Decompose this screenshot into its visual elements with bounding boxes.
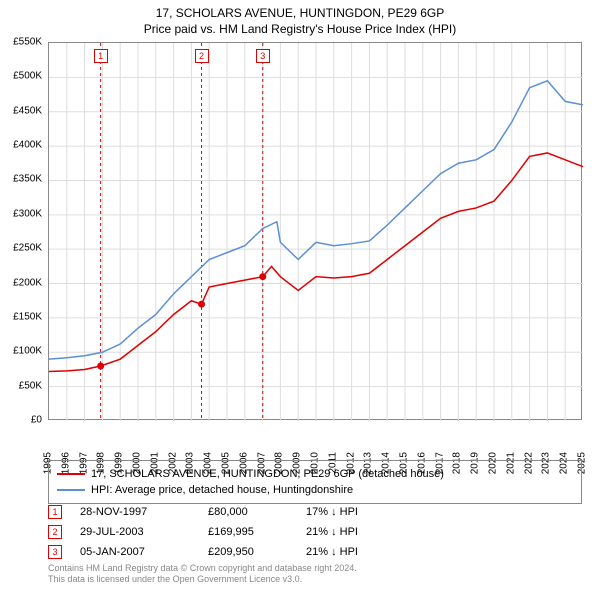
footer-attribution: Contains HM Land Registry data © Crown c… (48, 563, 582, 585)
chart-titles: 17, SCHOLARS AVENUE, HUNTINGDON, PE29 6G… (0, 0, 600, 36)
title-main: 17, SCHOLARS AVENUE, HUNTINGDON, PE29 6G… (0, 6, 600, 20)
y-tick-label: £350K (13, 174, 42, 185)
legend-label: 17, SCHOLARS AVENUE, HUNTINGDON, PE29 6G… (91, 468, 444, 480)
title-sub: Price paid vs. HM Land Registry's House … (0, 22, 600, 36)
y-tick-label: £50K (19, 380, 42, 391)
y-tick-label: £450K (13, 105, 42, 116)
x-axis-labels: 1995199619971998199920002001200220032004… (48, 420, 582, 460)
legend-label: HPI: Average price, detached house, Hunt… (91, 484, 353, 496)
legend-swatch (57, 473, 85, 475)
event-marker: 3 (48, 545, 62, 559)
event-marker: 1 (48, 505, 62, 519)
event-marker-box: 1 (94, 49, 108, 63)
footer-line: This data is licensed under the Open Gov… (48, 574, 582, 585)
legend-row: 17, SCHOLARS AVENUE, HUNTINGDON, PE29 6G… (57, 466, 573, 482)
chart-plot-area: 1 2 3 (48, 42, 582, 420)
event-diff: 17% ↓ HPI (306, 506, 406, 518)
event-date: 28-NOV-1997 (80, 506, 190, 518)
event-price: £209,950 (208, 546, 288, 558)
event-marker: 2 (48, 525, 62, 539)
y-tick-label: £400K (13, 140, 42, 151)
y-tick-label: £550K (13, 37, 42, 48)
event-price: £80,000 (208, 506, 288, 518)
footer-line: Contains HM Land Registry data © Crown c… (48, 563, 582, 574)
chart-svg (49, 43, 581, 419)
legend-box: 17, SCHOLARS AVENUE, HUNTINGDON, PE29 6G… (48, 460, 582, 504)
event-date: 29-JUL-2003 (80, 526, 190, 538)
event-row: 3 05-JAN-2007 £209,950 21% ↓ HPI (48, 542, 582, 562)
y-axis-labels: £0£50K£100K£150K£200K£250K£300K£350K£400… (0, 42, 46, 420)
event-diff: 21% ↓ HPI (306, 546, 406, 558)
event-marker-box: 3 (256, 49, 270, 63)
y-tick-label: £500K (13, 71, 42, 82)
event-row: 2 29-JUL-2003 £169,995 21% ↓ HPI (48, 522, 582, 542)
y-tick-label: £200K (13, 277, 42, 288)
y-tick-label: £0 (31, 415, 42, 426)
legend-row: HPI: Average price, detached house, Hunt… (57, 482, 573, 498)
event-date: 05-JAN-2007 (80, 546, 190, 558)
y-tick-label: £250K (13, 243, 42, 254)
y-tick-label: £150K (13, 311, 42, 322)
event-row: 1 28-NOV-1997 £80,000 17% ↓ HPI (48, 502, 582, 522)
event-marker-box: 2 (195, 49, 209, 63)
y-tick-label: £300K (13, 208, 42, 219)
y-tick-label: £100K (13, 346, 42, 357)
chart-container: 17, SCHOLARS AVENUE, HUNTINGDON, PE29 6G… (0, 0, 600, 590)
event-price: £169,995 (208, 526, 288, 538)
events-table: 1 28-NOV-1997 £80,000 17% ↓ HPI 2 29-JUL-2003… (48, 502, 582, 562)
legend-swatch (57, 489, 85, 491)
event-diff: 21% ↓ HPI (306, 526, 406, 538)
